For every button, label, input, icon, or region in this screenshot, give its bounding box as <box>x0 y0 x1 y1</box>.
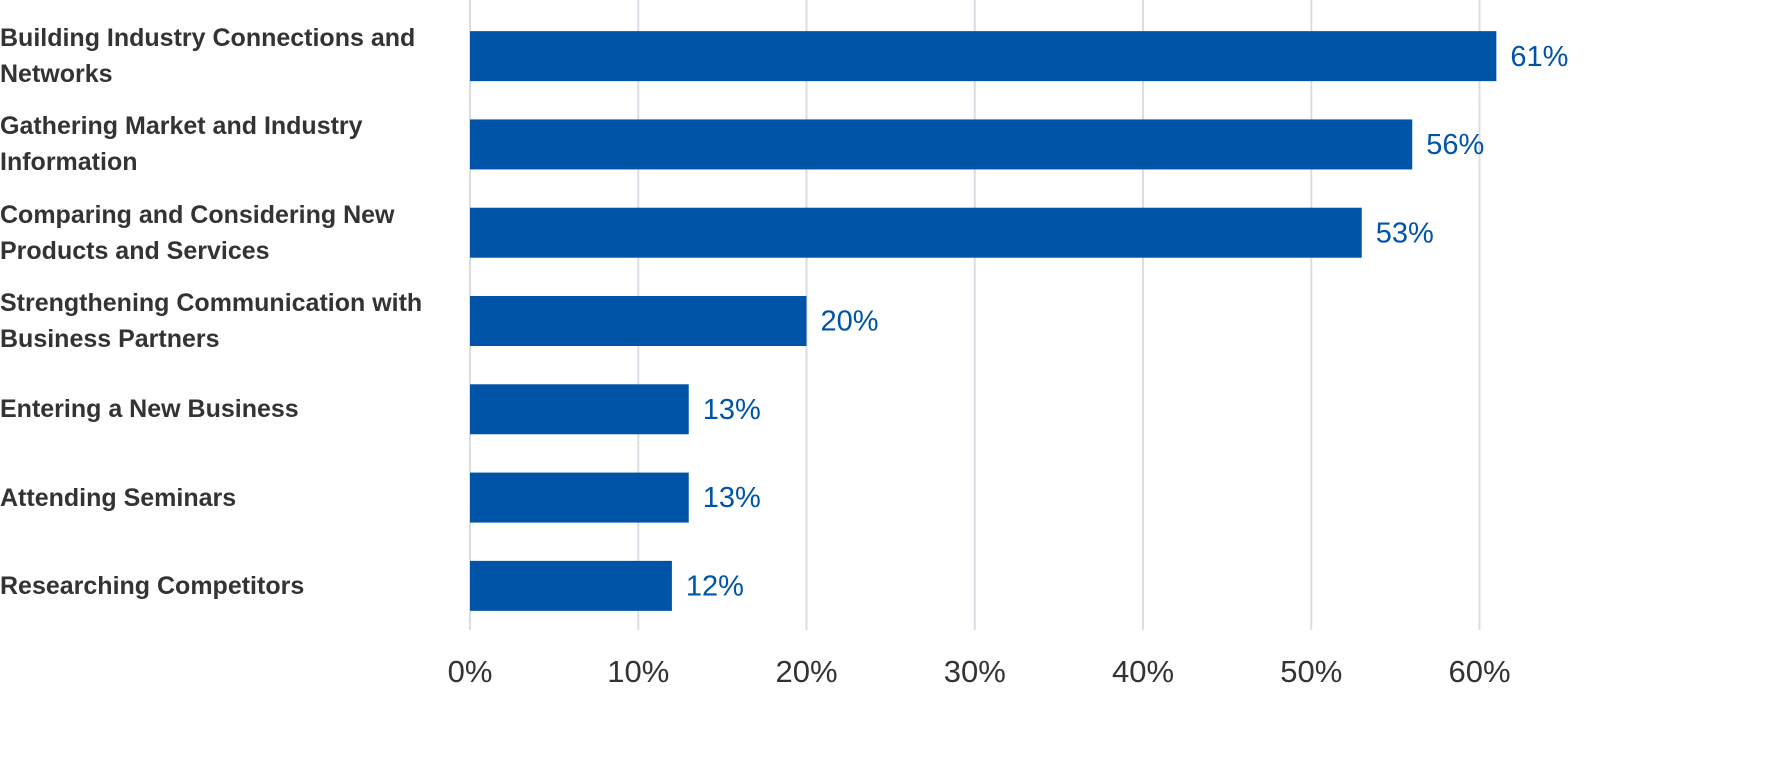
bar <box>470 296 807 346</box>
value-label: 20% <box>821 306 879 338</box>
value-label: 13% <box>703 482 761 514</box>
x-tick-label: 40% <box>1112 654 1174 689</box>
x-tick-label: 60% <box>1449 654 1511 689</box>
value-label: 61% <box>1510 41 1568 73</box>
category-label: Strengthening Communication with Busines… <box>0 289 423 353</box>
value-label: 56% <box>1426 129 1484 161</box>
bar <box>470 119 1413 170</box>
category-label: Building Industry Connections and Networ… <box>0 24 416 89</box>
x-tick-label: 10% <box>607 654 669 689</box>
category-label: Attending Seminars <box>0 483 237 512</box>
bar <box>470 560 672 611</box>
value-label: 13% <box>703 394 761 426</box>
value-label: 53% <box>1376 217 1434 249</box>
bar <box>470 31 1497 82</box>
bar <box>470 207 1362 258</box>
value-label: 12% <box>686 571 744 603</box>
category-label: Comparing and Considering New Products a… <box>0 200 395 265</box>
bar <box>470 472 689 523</box>
x-tick-label: 0% <box>448 654 493 689</box>
x-tick-label: 50% <box>1280 654 1342 689</box>
bar <box>470 384 689 435</box>
category-label: Entering a New Business <box>0 395 299 424</box>
x-tick-label: 30% <box>944 654 1006 689</box>
category-label: Researching Competitors <box>0 571 305 600</box>
category-label: Gathering Market and Industry Informatio… <box>0 112 363 177</box>
x-tick-label: 20% <box>775 654 837 689</box>
